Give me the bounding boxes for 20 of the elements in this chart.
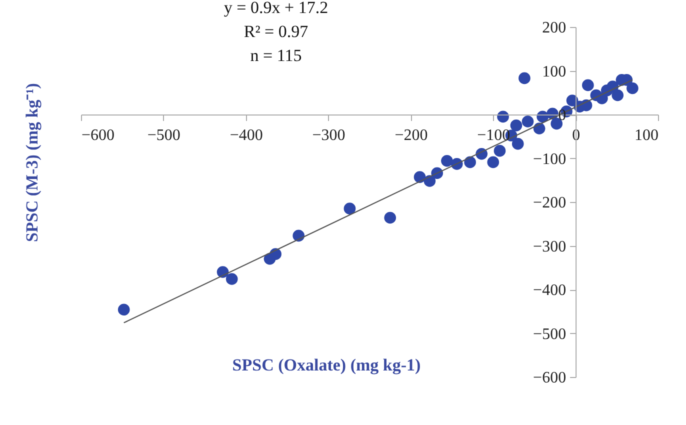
x-tick-label: −500 — [147, 127, 180, 144]
x-axis-title: SPSC (Oxalate) (mg kg-1) — [232, 356, 421, 374]
x-tick-label: −600 — [82, 127, 115, 144]
y-tick-label: −400 — [533, 282, 566, 299]
y-tick-label: −300 — [533, 238, 566, 256]
x-tick-label: −400 — [230, 127, 263, 144]
x-tick-label: −200 — [394, 127, 428, 144]
x-tick-label: 0 — [572, 127, 580, 144]
y-tick-label: −100 — [533, 150, 566, 168]
annotation: R² = 0.97 — [244, 22, 309, 41]
text: y = 0.9x + 17.2 — [224, 0, 328, 17]
y-axis-title: SPSC (M-3) (mg kg⁻¹) — [22, 83, 42, 242]
y-tick-label: 100 — [542, 63, 566, 80]
y-tick-label: −200 — [533, 194, 566, 212]
x-tick-label: 100 — [634, 127, 658, 144]
y-tick-label: −600 — [533, 370, 566, 386]
y-tick-label: −500 — [533, 326, 566, 343]
x-tick-label: −300 — [312, 127, 346, 144]
y-tick-label: 200 — [542, 20, 566, 36]
annotation: n = 115 — [250, 46, 302, 65]
